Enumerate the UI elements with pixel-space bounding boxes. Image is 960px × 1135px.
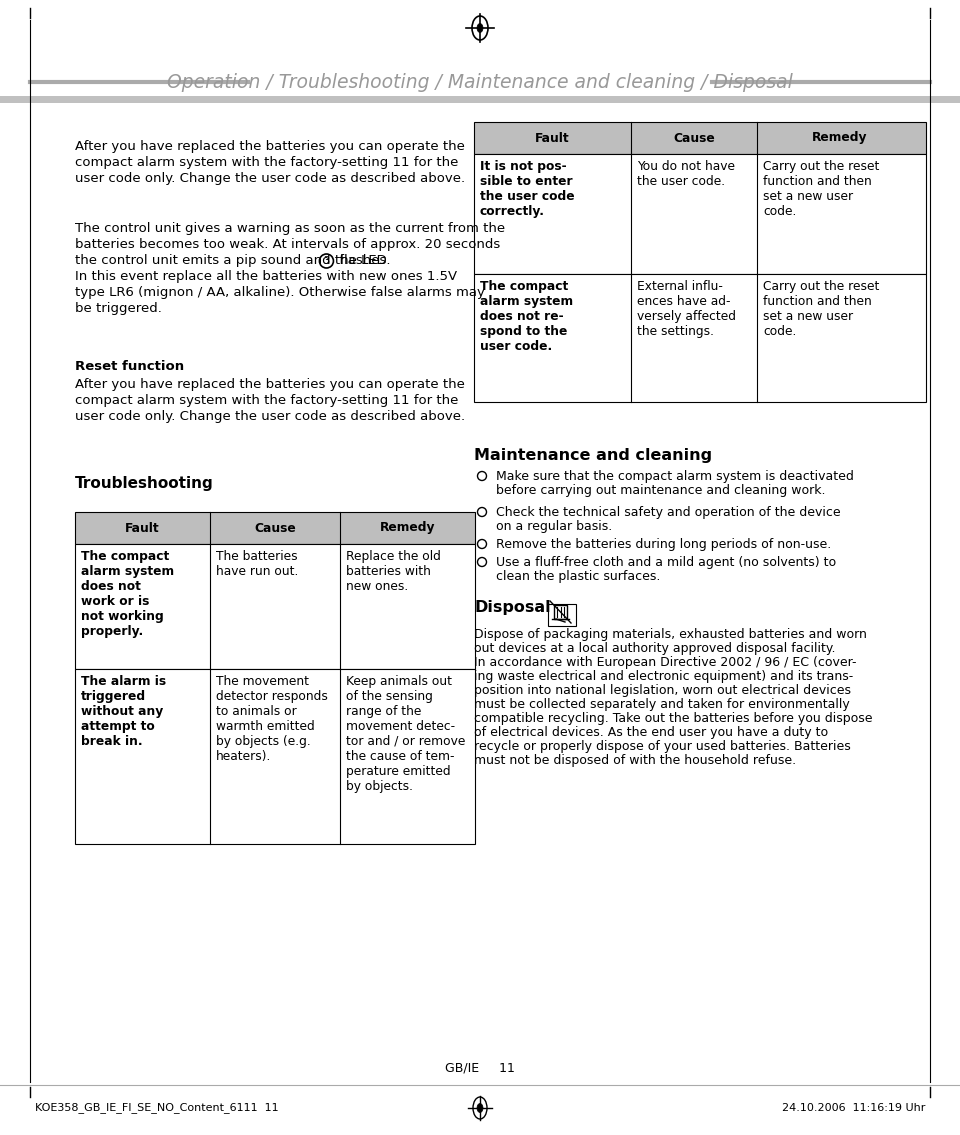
Text: clean the plastic surfaces.: clean the plastic surfaces. bbox=[496, 570, 660, 583]
Text: Replace the old
batteries with
new ones.: Replace the old batteries with new ones. bbox=[346, 550, 441, 592]
Bar bbox=[0, 96, 960, 103]
Text: ing waste electrical and electronic equipment) and its trans-: ing waste electrical and electronic equi… bbox=[474, 670, 853, 683]
Text: 3: 3 bbox=[324, 257, 329, 266]
Text: Use a fluff-free cloth and a mild agent (no solvents) to: Use a fluff-free cloth and a mild agent … bbox=[496, 556, 836, 569]
Text: The batteries
have run out.: The batteries have run out. bbox=[216, 550, 299, 578]
Text: be triggered.: be triggered. bbox=[75, 302, 162, 316]
Text: the control unit emits a pip sound and the LED: the control unit emits a pip sound and t… bbox=[75, 254, 391, 267]
Text: before carrying out maintenance and cleaning work.: before carrying out maintenance and clea… bbox=[496, 484, 826, 497]
Text: GB/IE     11: GB/IE 11 bbox=[445, 1061, 515, 1075]
Text: compatible recycling. Take out the batteries before you dispose: compatible recycling. Take out the batte… bbox=[474, 712, 873, 725]
Text: You do not have
the user code.: You do not have the user code. bbox=[637, 160, 735, 188]
Text: The control unit gives a warning as soon as the current from the: The control unit gives a warning as soon… bbox=[75, 222, 505, 235]
Text: In this event replace all the batteries with new ones 1.5V: In this event replace all the batteries … bbox=[75, 270, 457, 283]
Text: Make sure that the compact alarm system is deactivated: Make sure that the compact alarm system … bbox=[496, 470, 853, 484]
Text: After you have replaced the batteries you can operate the: After you have replaced the batteries yo… bbox=[75, 140, 465, 153]
Text: Disposal: Disposal bbox=[474, 600, 551, 615]
Text: Remove the batteries during long periods of non‑use.: Remove the batteries during long periods… bbox=[496, 538, 831, 550]
Text: user code only. Change the user code as described above.: user code only. Change the user code as … bbox=[75, 410, 466, 423]
Text: KOE358_GB_IE_FI_SE_NO_Content_6111  11: KOE358_GB_IE_FI_SE_NO_Content_6111 11 bbox=[35, 1102, 278, 1113]
Text: Cause: Cause bbox=[254, 521, 296, 535]
Bar bbox=[548, 604, 576, 627]
Text: recycle or properly dispose of your used batteries. Batteries: recycle or properly dispose of your used… bbox=[474, 740, 851, 753]
Text: Keep animals out
of the sensing
range of the
movement detec-
tor and / or remove: Keep animals out of the sensing range of… bbox=[346, 675, 466, 793]
Text: Carry out the reset
function and then
set a new user
code.: Carry out the reset function and then se… bbox=[763, 160, 879, 218]
Text: Fault: Fault bbox=[535, 132, 570, 144]
Bar bbox=[75, 544, 475, 669]
Text: compact alarm system with the factory-setting 11 for the: compact alarm system with the factory-se… bbox=[75, 155, 458, 169]
Text: External influ-
ences have ad-
versely affected
the settings.: External influ- ences have ad- versely a… bbox=[637, 280, 736, 338]
Text: Troubleshooting: Troubleshooting bbox=[75, 476, 214, 491]
Text: Carry out the reset
function and then
set a new user
code.: Carry out the reset function and then se… bbox=[763, 280, 879, 338]
Text: After you have replaced the batteries you can operate the: After you have replaced the batteries yo… bbox=[75, 378, 465, 390]
Text: Dispose of packaging materials, exhausted batteries and worn: Dispose of packaging materials, exhauste… bbox=[474, 628, 867, 641]
Text: compact alarm system with the factory-setting 11 for the: compact alarm system with the factory-se… bbox=[75, 394, 458, 407]
Text: The compact
alarm system
does not
work or is
not working
properly.: The compact alarm system does not work o… bbox=[81, 550, 174, 638]
Text: It is not pos-
sible to enter
the user code
correctly.: It is not pos- sible to enter the user c… bbox=[480, 160, 575, 218]
Text: flashes.: flashes. bbox=[335, 254, 391, 267]
Text: Reset function: Reset function bbox=[75, 360, 184, 373]
Text: Cause: Cause bbox=[673, 132, 715, 144]
Bar bbox=[474, 274, 926, 402]
Text: out devices at a local authority approved disposal facility.: out devices at a local authority approve… bbox=[474, 642, 835, 655]
Text: Operation / Troubleshooting / Maintenance and cleaning / Disposal: Operation / Troubleshooting / Maintenanc… bbox=[167, 73, 793, 92]
Ellipse shape bbox=[477, 1103, 483, 1112]
Text: In accordance with European Directive 2002 / 96 / EC (cover-: In accordance with European Directive 20… bbox=[474, 656, 856, 669]
Text: on a regular basis.: on a regular basis. bbox=[496, 520, 612, 533]
Bar bbox=[75, 512, 475, 544]
Text: Check the technical safety and operation of the device: Check the technical safety and operation… bbox=[496, 506, 841, 519]
Text: Remedy: Remedy bbox=[380, 521, 435, 535]
Ellipse shape bbox=[477, 24, 483, 33]
Text: Maintenance and cleaning: Maintenance and cleaning bbox=[474, 448, 712, 463]
Text: position into national legislation, worn out electrical devices: position into national legislation, worn… bbox=[474, 684, 851, 697]
Bar bbox=[554, 605, 567, 619]
Bar bbox=[474, 154, 926, 274]
Text: batteries becomes too weak. At intervals of approx. 20 seconds: batteries becomes too weak. At intervals… bbox=[75, 238, 500, 251]
Text: user code only. Change the user code as described above.: user code only. Change the user code as … bbox=[75, 173, 466, 185]
Bar bbox=[75, 669, 475, 844]
Text: The movement
detector responds
to animals or
warmth emitted
by objects (e.g.
hea: The movement detector responds to animal… bbox=[216, 675, 328, 763]
Text: must be collected separately and taken for environmentally: must be collected separately and taken f… bbox=[474, 698, 850, 711]
Text: 24.10.2006  11:16:19 Uhr: 24.10.2006 11:16:19 Uhr bbox=[781, 1103, 925, 1113]
Text: of electrical devices. As the end user you have a duty to: of electrical devices. As the end user y… bbox=[474, 726, 828, 739]
Bar bbox=[474, 121, 926, 154]
Text: The compact
alarm system
does not re-
spond to the
user code.: The compact alarm system does not re- sp… bbox=[480, 280, 573, 353]
Text: type LR6 (mignon / AA, alkaline). Otherwise false alarms may: type LR6 (mignon / AA, alkaline). Otherw… bbox=[75, 286, 485, 299]
Text: must not be disposed of with the household refuse.: must not be disposed of with the househo… bbox=[474, 754, 796, 767]
Text: The alarm is
triggered
without any
attempt to
break in.: The alarm is triggered without any attem… bbox=[81, 675, 166, 748]
Text: Fault: Fault bbox=[125, 521, 159, 535]
Text: Remedy: Remedy bbox=[812, 132, 868, 144]
